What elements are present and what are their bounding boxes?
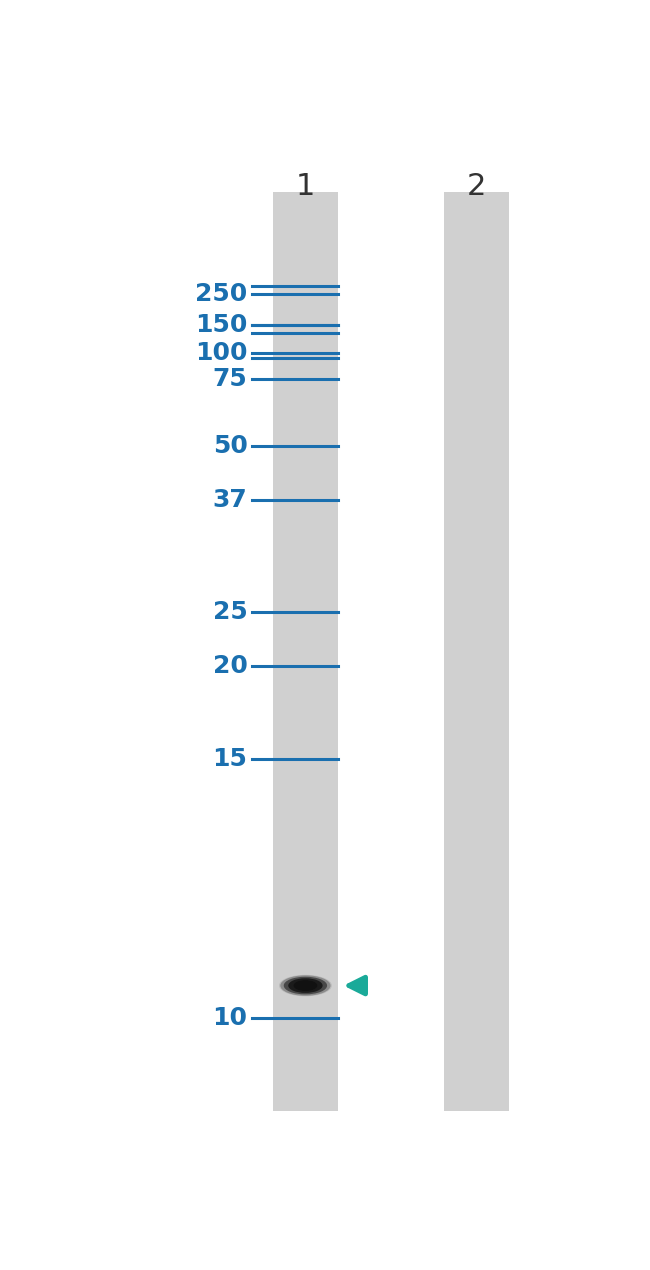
Text: 100: 100	[195, 340, 248, 364]
Text: 2: 2	[467, 173, 486, 201]
Ellipse shape	[288, 978, 322, 993]
Text: 150: 150	[195, 314, 248, 338]
Text: 250: 250	[195, 282, 248, 306]
Text: 50: 50	[213, 434, 248, 457]
Text: 10: 10	[213, 1006, 248, 1030]
Text: 15: 15	[213, 747, 248, 771]
Text: 20: 20	[213, 654, 248, 678]
Text: 1: 1	[296, 173, 315, 201]
Ellipse shape	[280, 975, 331, 996]
Ellipse shape	[294, 980, 317, 991]
Text: 25: 25	[213, 599, 248, 624]
Bar	[444, 192, 510, 1111]
Ellipse shape	[279, 975, 332, 997]
Bar	[273, 192, 338, 1111]
Text: 37: 37	[213, 488, 248, 512]
Ellipse shape	[284, 977, 327, 994]
Text: 75: 75	[213, 367, 248, 391]
